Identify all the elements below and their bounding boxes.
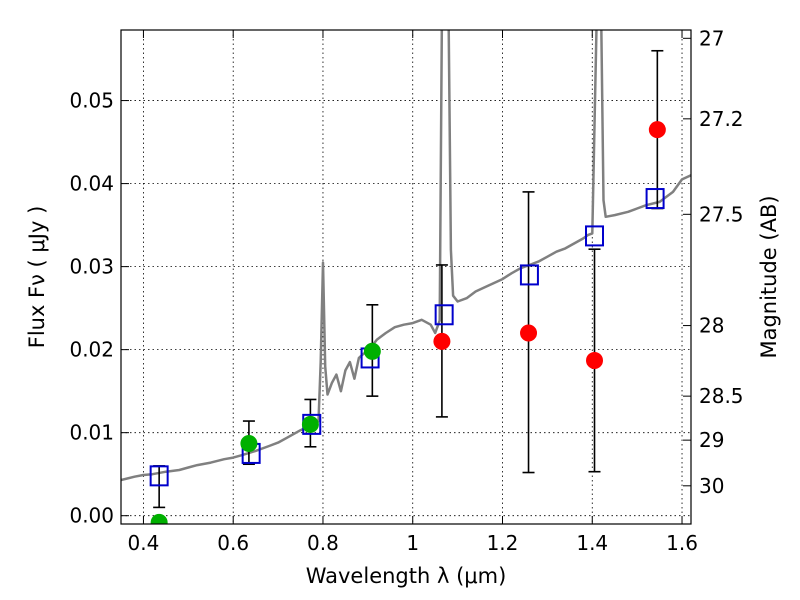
right-axis-label: Magnitude (AB) bbox=[757, 195, 781, 358]
right-tick-label: 30 bbox=[699, 474, 724, 498]
axis-ticks: 0.4 0.6 0.8 1 1.2 1.4 1.6 0.00 0.01 0.02 0.03 0.04 0… bbox=[69, 26, 743, 555]
y-tick-label: 0.02 bbox=[69, 338, 114, 362]
x-tick-label: 0.4 bbox=[128, 531, 160, 555]
x-tick-label: 0.6 bbox=[217, 531, 249, 555]
x-tick-label: 1.4 bbox=[576, 531, 608, 555]
grid-lines bbox=[121, 30, 691, 524]
observed-flux-point bbox=[363, 342, 381, 360]
x-tick-label: 1.2 bbox=[487, 531, 519, 555]
right-tick-label: 27 bbox=[699, 26, 724, 50]
model-photometry-square bbox=[519, 264, 539, 286]
y-tick-label: 0.00 bbox=[69, 504, 114, 528]
x-axis-label: Wavelength λ (μm) bbox=[306, 564, 507, 588]
observed-flux-point bbox=[586, 351, 604, 369]
x-tick-label: 1.6 bbox=[666, 531, 698, 555]
right-tick-label: 27.5 bbox=[699, 202, 744, 226]
x-tick-label: 1 bbox=[406, 531, 419, 555]
observed-flux-point bbox=[240, 434, 258, 452]
y-tick-label: 0.04 bbox=[69, 172, 114, 196]
observed-flux-point bbox=[520, 324, 538, 342]
model-photometry-square bbox=[149, 465, 169, 487]
model-spectrum-line bbox=[121, 30, 691, 482]
right-tick-label: 29 bbox=[699, 428, 724, 452]
observed-flux-point bbox=[433, 332, 451, 350]
right-tick-label: 28.5 bbox=[699, 384, 744, 408]
y-tick-label: 0.03 bbox=[69, 255, 114, 279]
model-photometry-square bbox=[434, 304, 454, 326]
x-tick-label: 0.8 bbox=[307, 531, 339, 555]
observed-flux-point bbox=[150, 513, 168, 524]
model-spectrum bbox=[121, 30, 691, 482]
error-bars bbox=[153, 49, 664, 509]
observed-flux-point bbox=[301, 415, 319, 433]
y-tick-label: 0.05 bbox=[69, 89, 114, 113]
model-photometry-square bbox=[585, 225, 605, 247]
right-tick-label: 28 bbox=[699, 314, 724, 338]
right-tick-label: 27.2 bbox=[699, 107, 744, 131]
y-axis-label: Flux Fν ( μJy ) bbox=[25, 206, 49, 349]
data-markers bbox=[149, 121, 666, 524]
plot-frame bbox=[120, 29, 692, 525]
observed-flux-point bbox=[648, 121, 666, 139]
y-tick-label: 0.01 bbox=[69, 421, 114, 445]
model-photometry-square bbox=[645, 188, 665, 210]
